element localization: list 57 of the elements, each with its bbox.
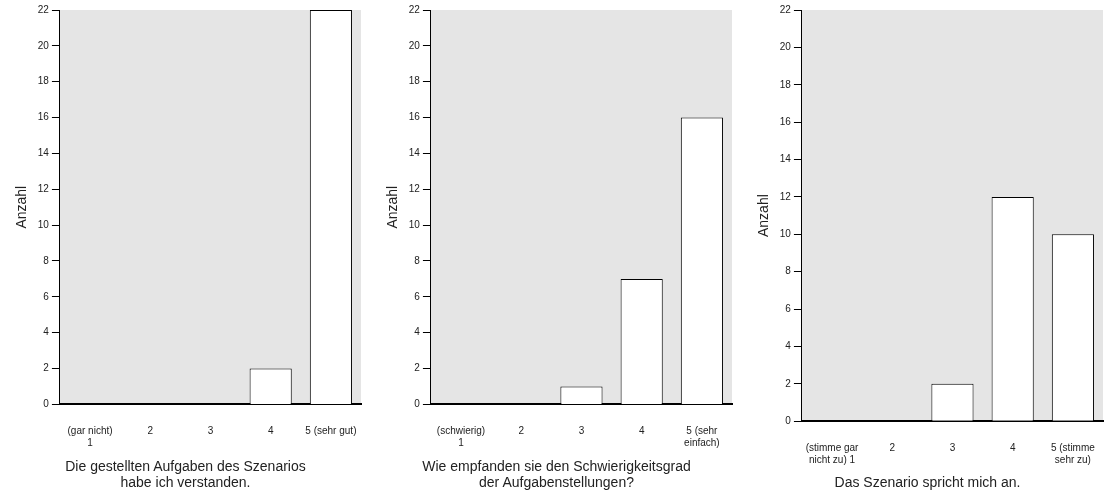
text: Wie empfanden sie den Schwierigkeitsgrad der Aufgabenstellungen?: [422, 457, 691, 491]
y-tick-label: 14: [408, 147, 421, 159]
y-tick-label: 14: [37, 147, 50, 159]
x-tick-label: 4: [267, 425, 274, 437]
x-tick-label: (schwierig) 1: [436, 425, 486, 449]
x-tick-label: 2: [889, 441, 896, 453]
y-tick-label: 2: [43, 362, 50, 374]
x-tick-label: 4: [1009, 441, 1016, 453]
y-axis-title: Anzahl: [13, 185, 30, 229]
y-tick-label: 8: [43, 254, 50, 266]
y-tick-label: 16: [37, 111, 50, 123]
y-tick-label: 22: [779, 3, 792, 15]
y-tick-label: 12: [408, 183, 421, 195]
x-tick-label: 3: [207, 425, 214, 437]
x-tick-label: 2: [147, 425, 154, 437]
x-tick-label: 2: [518, 425, 525, 437]
y-tick-label: 18: [37, 75, 50, 87]
y-tick-label: 6: [785, 302, 792, 314]
x-tick-label: 5 (stimme sehr zu): [1050, 441, 1096, 465]
y-tick-label: 10: [779, 228, 792, 240]
x-tick-label: 3: [578, 425, 585, 437]
y-tick-label: 6: [43, 290, 50, 302]
y-tick-label: 20: [779, 41, 792, 53]
y-tick-label: 0: [414, 398, 421, 410]
y-tick-label: 10: [408, 218, 421, 230]
y-tick-label: 8: [414, 254, 421, 266]
y-axis-title: Anzahl: [384, 185, 401, 229]
y-tick-label: 2: [785, 377, 792, 389]
y-tick-label: 10: [37, 218, 50, 230]
y-tick-label: 12: [779, 190, 792, 202]
y-axis-title: Anzahl: [755, 194, 772, 238]
x-tick-label: 5 (sehr einfach): [684, 425, 720, 449]
y-tick-label: 16: [779, 115, 792, 127]
y-tick-label: 16: [408, 111, 421, 123]
y-tick-label: 20: [37, 39, 50, 51]
text: Die gestellten Aufgaben des Szenarios habe ich verstanden.: [65, 457, 306, 491]
x-tick-label: (gar nicht) 1: [67, 425, 113, 449]
y-tick-label: 14: [779, 153, 792, 165]
y-tick-label: 8: [785, 265, 792, 277]
y-tick-label: 4: [414, 326, 421, 338]
x-tick-label: 5 (sehr gut): [305, 425, 357, 437]
y-tick-label: 22: [37, 3, 50, 15]
y-tick-label: 20: [408, 39, 421, 51]
y-tick-label: 18: [779, 78, 792, 90]
y-tick-label: 0: [785, 414, 792, 426]
x-tick-label: 4: [638, 425, 645, 437]
y-tick-label: 0: [43, 398, 50, 410]
y-tick-label: 22: [408, 3, 421, 15]
x-tick-label: (stimme gar nicht zu) 1: [805, 441, 860, 465]
x-tick-label: 3: [949, 441, 956, 453]
y-tick-label: 6: [414, 290, 421, 302]
y-tick-label: 4: [43, 326, 50, 338]
y-tick-label: 4: [785, 340, 792, 352]
y-tick-label: 2: [414, 362, 421, 374]
y-tick-label: 12: [37, 183, 50, 195]
y-tick-label: 18: [408, 75, 421, 87]
text: Das Szenario spricht mich an.: [834, 474, 1021, 491]
